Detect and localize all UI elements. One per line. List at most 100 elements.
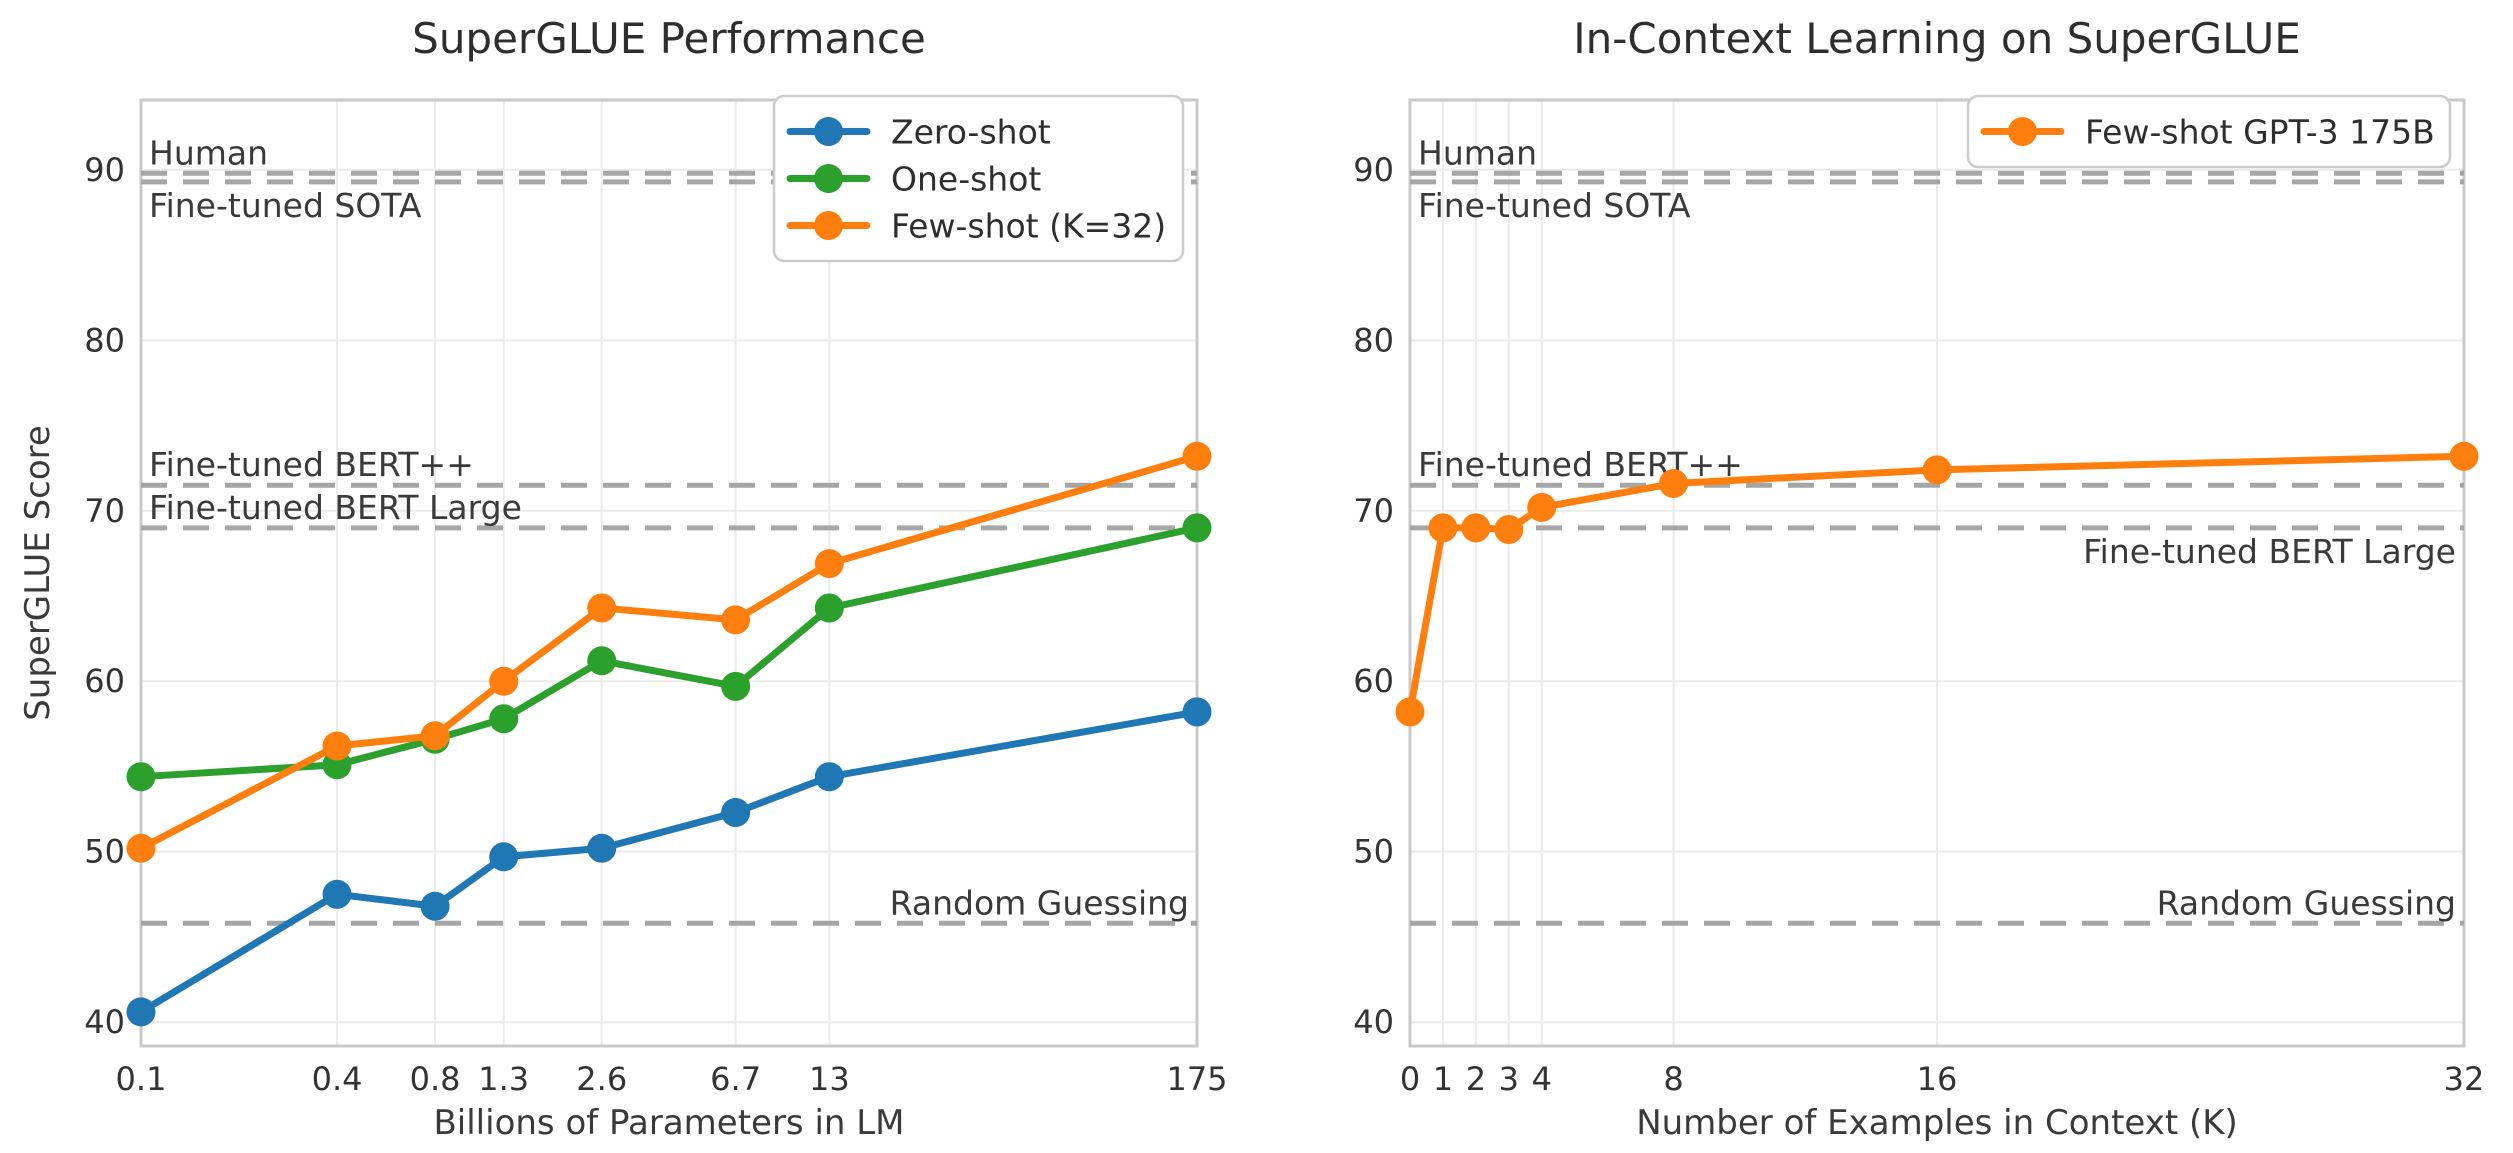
reference-line-label: Random Guessing: [2157, 883, 2456, 922]
data-point-marker: [1182, 697, 1212, 727]
left-chart-title: SuperGLUE Performance: [412, 14, 926, 63]
series-zero-shot: [126, 697, 1212, 1027]
series-line: [137, 524, 1201, 781]
reference-line-label: Fine-tuned SOTA: [149, 186, 422, 225]
reference-line-label: Fine-tuned SOTA: [1418, 186, 1691, 225]
y-tick-label: 90: [84, 151, 125, 189]
y-tick-label: 70: [1353, 492, 1394, 530]
data-point-marker: [721, 671, 751, 701]
y-tick-label: 40: [1353, 1003, 1394, 1041]
legend-entry-label: One-shot: [891, 160, 1041, 199]
data-point-marker: [126, 833, 156, 863]
y-tick-label: 80: [84, 321, 125, 359]
data-point-marker: [721, 797, 751, 827]
data-point-marker: [489, 704, 519, 734]
legend-entry-label: Few-shot GPT-3 175B: [2085, 113, 2435, 152]
reference-line-label: Human: [1418, 133, 1537, 172]
right-chart-title: In-Context Learning on SuperGLUE: [1573, 14, 2301, 63]
reference-line-label: Fine-tuned BERT++: [149, 445, 474, 484]
reference-line-label: Fine-tuned BERT Large: [149, 488, 522, 527]
x-tick-label: 0.8: [410, 1060, 461, 1098]
x-tick-label: 4: [1532, 1060, 1552, 1098]
series-few-shot-k-32-: [126, 441, 1212, 863]
chart-0: Human Fine-tuned SOTA Fine-tuned BERT++ Fin…: [84, 94, 1228, 1098]
x-tick-label: 0.4: [312, 1060, 363, 1098]
x-tick-label: 0: [1400, 1060, 1420, 1098]
x-tick-label: 0.1: [116, 1060, 167, 1098]
legend-box: [1966, 94, 2452, 169]
reference-lines: Human Fine-tuned SOTA Fine-tuned BERT++ Fin…: [141, 133, 1197, 926]
data-point-marker: [814, 593, 844, 623]
data-point-marker: [1428, 513, 1458, 543]
data-point-marker: [1494, 515, 1524, 545]
plot-border: [139, 98, 1199, 1048]
data-point-marker: [2449, 441, 2479, 471]
data-point-marker: [1395, 697, 1425, 727]
x-tick-label: 6.7: [710, 1060, 761, 1098]
data-point-marker: [420, 891, 450, 921]
left-chart-yaxis-title: SuperGLUE Score: [18, 425, 58, 721]
legend-entry-label: Zero-shot: [891, 113, 1051, 152]
y-tick-label: 60: [1353, 662, 1394, 700]
data-point-marker: [1527, 492, 1557, 522]
legend: Zero-shot One-shot Few-shot (K=32): [772, 94, 1185, 263]
x-tick-label: 1: [1433, 1060, 1453, 1098]
legend-box: [772, 94, 1185, 263]
y-tick-label: 60: [84, 662, 125, 700]
reference-lines: Human Fine-tuned SOTA Fine-tuned BERT++ Fin…: [1410, 133, 2464, 926]
legend-sample-marker: [814, 164, 843, 193]
series-line: [137, 708, 1201, 1016]
tick-labels: 0.1 0.4 0.8 1.3 2.6 6.7 13 175 40 50 60 70 80 90: [84, 151, 1227, 1098]
series-one-shot: [126, 513, 1212, 792]
right-chart-xaxis-title: Number of Examples in Context (K): [1636, 1103, 2238, 1143]
y-tick-label: 70: [84, 492, 125, 530]
y-tick-label: 80: [1353, 321, 1394, 359]
x-tick-label: 32: [2444, 1060, 2485, 1098]
y-tick-label: 50: [1353, 833, 1394, 871]
series-line: [137, 452, 1201, 852]
x-tick-label: 2.6: [576, 1060, 627, 1098]
reference-line-label: Fine-tuned BERT++: [1418, 445, 1743, 484]
reference-line-label: Human: [149, 133, 268, 172]
data-point-marker: [1659, 469, 1688, 499]
x-tick-label: 13: [809, 1060, 850, 1098]
tick-labels: 0 1 2 3 4 8 16 32 40 50 60 70 80 90: [1353, 151, 2484, 1098]
data-point-marker: [126, 997, 156, 1027]
legend-entry: One-shot: [786, 160, 1041, 199]
series-few-shot-gpt-3-175b: [1395, 441, 2479, 727]
legend-sample-marker: [814, 117, 843, 146]
data-point-marker: [587, 593, 617, 623]
legend-sample-marker: [2008, 117, 2037, 146]
x-tick-label: 1.3: [478, 1060, 529, 1098]
data-point-marker: [814, 762, 844, 792]
y-tick-label: 50: [84, 833, 125, 871]
legend-sample-marker: [814, 211, 843, 240]
data-point-marker: [1922, 455, 1952, 485]
data-point-marker: [420, 721, 450, 751]
data-point-marker: [587, 833, 617, 863]
data-point-marker: [814, 549, 844, 579]
y-tick-label: 90: [1353, 151, 1394, 189]
y-tick-label: 40: [84, 1003, 125, 1041]
data-point-marker: [721, 605, 751, 635]
data-point-marker: [587, 646, 617, 676]
legend-entry: Zero-shot: [786, 113, 1051, 152]
reference-line-label: Fine-tuned BERT Large: [2083, 532, 2456, 571]
data-point-marker: [126, 762, 156, 792]
legend-entry: Few-shot (K=32): [786, 207, 1166, 246]
chart-1: Human Fine-tuned SOTA Fine-tuned BERT++ Fin…: [1353, 94, 2484, 1098]
legend-entry-label: Few-shot (K=32): [891, 207, 1166, 246]
x-tick-label: 2: [1466, 1060, 1486, 1098]
x-tick-label: 175: [1166, 1060, 1227, 1098]
data-point-marker: [489, 666, 519, 696]
x-tick-label: 8: [1663, 1060, 1683, 1098]
left-chart-xaxis-title: Billions of Parameters in LM: [433, 1103, 905, 1143]
x-tick-label: 3: [1499, 1060, 1519, 1098]
x-tick-label: 16: [1917, 1060, 1958, 1098]
data-point-marker: [322, 879, 352, 909]
legend-entry: Few-shot GPT-3 175B: [1980, 113, 2435, 152]
data-point-marker: [1182, 513, 1212, 543]
legend: Few-shot GPT-3 175B: [1966, 94, 2452, 169]
